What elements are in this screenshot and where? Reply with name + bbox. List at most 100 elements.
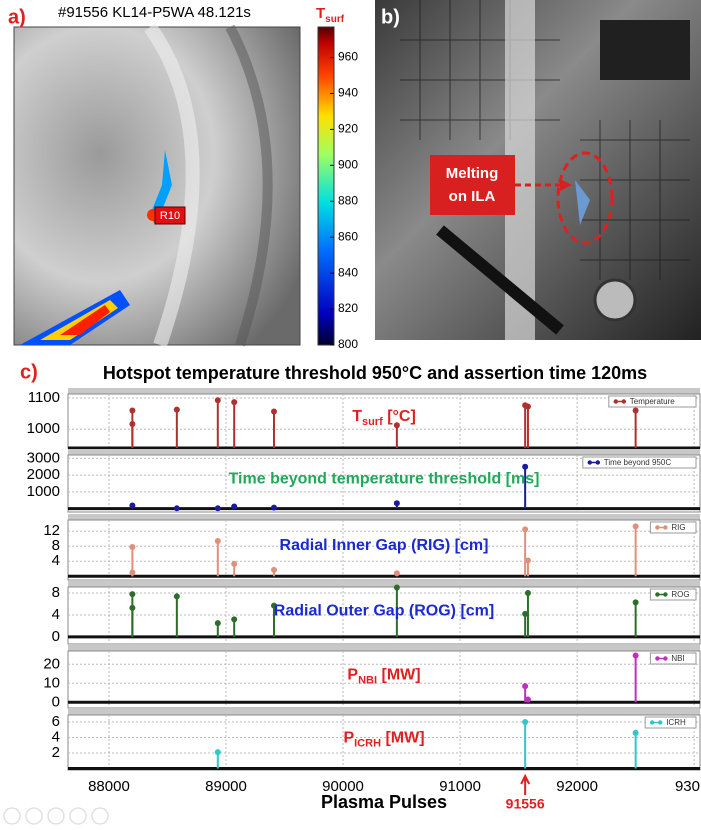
stem-marker	[524, 590, 531, 597]
annotation-part: ICRH	[354, 737, 381, 749]
colorbar-tick-label: 840	[338, 265, 358, 279]
y-tick-label: 1100	[28, 389, 60, 406]
stem-marker	[173, 406, 180, 413]
y-tick-label: 4	[52, 552, 60, 569]
legend-box	[649, 652, 697, 665]
highlight-label: 91556	[506, 796, 545, 812]
annotation-part: T	[352, 408, 362, 425]
legend: Temperature	[608, 395, 697, 408]
legend-box	[608, 395, 697, 408]
x-tick-label: 89000	[205, 778, 247, 795]
stem-marker	[270, 602, 277, 609]
colorbar-tick-label: 860	[338, 229, 358, 243]
colorbar-tick-label: 800	[338, 337, 358, 351]
stem-marker	[214, 620, 221, 627]
legend: ICRH	[644, 716, 697, 729]
stem-marker	[522, 526, 529, 533]
stem-marker	[632, 407, 639, 414]
legend-swatch-marker	[663, 592, 668, 597]
stem-marker	[632, 599, 639, 606]
annotation-part: [MW]	[377, 667, 421, 684]
stem-marker	[270, 408, 277, 415]
y-tick-label: 4	[52, 728, 60, 745]
stem-marker	[524, 557, 531, 564]
legend-box	[649, 588, 697, 601]
y-tick-label: 2000	[27, 466, 60, 483]
stem-marker	[129, 591, 136, 598]
annotation-part: surf	[362, 416, 383, 428]
y-tick-label: 1000	[27, 420, 60, 437]
stem-marker	[632, 729, 639, 736]
stem-marker	[231, 616, 238, 623]
annotation-part: Time beyond temperature threshold [ms]	[229, 471, 540, 488]
stem-marker	[270, 566, 277, 573]
annotation: Radial Outer Gap (ROG) [cm]	[274, 603, 494, 620]
legend-swatch-marker	[650, 720, 655, 725]
colorbar-tick-label: 900	[338, 158, 358, 172]
legend-label: ICRH	[666, 718, 686, 727]
legend: RIG	[649, 521, 697, 534]
panel-label: b)	[381, 6, 400, 28]
stem-marker	[393, 570, 400, 577]
legend-box	[644, 716, 697, 729]
y-tick-label: 8	[52, 584, 60, 601]
stem-marker	[522, 718, 529, 725]
colorbar-label-main: T	[316, 5, 325, 22]
photo	[375, 0, 701, 340]
y-tick-label: 0	[52, 628, 60, 645]
stem-marker	[231, 399, 238, 406]
annotation: Tsurf [°C]	[352, 408, 416, 428]
legend-label: ROG	[671, 590, 689, 599]
legend-label: Time beyond 950C	[604, 458, 672, 467]
plot-area	[67, 519, 701, 581]
stem-marker	[231, 560, 238, 567]
annotation-part: P	[343, 730, 354, 747]
y-tick-label: 1000	[27, 483, 60, 500]
colorbar-tick-label: 940	[338, 86, 358, 100]
x-tick-label: 91000	[439, 778, 481, 795]
stem-marker	[129, 604, 136, 611]
highlight-arrow	[520, 773, 531, 795]
stem-marker	[632, 523, 639, 530]
colorbar	[317, 26, 335, 346]
annotation: PNBI [MW]	[347, 667, 420, 687]
y-tick-label: 10	[43, 674, 60, 691]
stem-marker	[393, 500, 400, 507]
legend-swatch-marker	[663, 656, 668, 661]
x-tick-label: 90000	[322, 778, 364, 795]
legend-box	[649, 521, 697, 534]
y-tick-label: 3000	[27, 449, 60, 466]
legend-swatch-marker	[655, 525, 660, 530]
stem-marker	[393, 584, 400, 591]
ir-image	[13, 22, 301, 348]
legend: ROG	[649, 588, 697, 601]
legend-label: Temperature	[630, 397, 675, 406]
annotation: Radial Inner Gap (RIG) [cm]	[280, 537, 489, 554]
y-tick-label: 12	[43, 522, 60, 539]
annotation-part: NBI	[358, 674, 377, 686]
annotation: PICRH [MW]	[343, 730, 424, 750]
plot-area	[67, 650, 701, 709]
legend-label: NBI	[671, 654, 684, 663]
stem-marker	[270, 504, 277, 511]
stem-marker	[129, 407, 136, 414]
annotation-part: Radial Inner Gap (RIG) [cm]	[280, 537, 489, 554]
stem-marker	[231, 503, 238, 510]
y-tick-label: 8	[52, 537, 60, 554]
x-tick-label: 88000	[88, 778, 130, 795]
y-tick-label: 0	[52, 693, 60, 710]
legend: Time beyond 950C	[582, 456, 697, 469]
legend-swatch-marker	[595, 460, 600, 465]
colorbar-label-sub: surf	[325, 14, 345, 25]
legend-swatch-marker	[621, 399, 626, 404]
annotation-part: P	[347, 667, 358, 684]
stem-marker	[214, 397, 221, 404]
stem-marker	[524, 696, 531, 703]
marker-label: R10	[160, 210, 180, 222]
y-tick-label: 6	[52, 713, 60, 730]
y-tick-label: 4	[52, 606, 60, 623]
x-tick-label: 92000	[556, 778, 598, 795]
legend-box	[582, 456, 697, 469]
annotation-part: [°C]	[383, 408, 416, 425]
